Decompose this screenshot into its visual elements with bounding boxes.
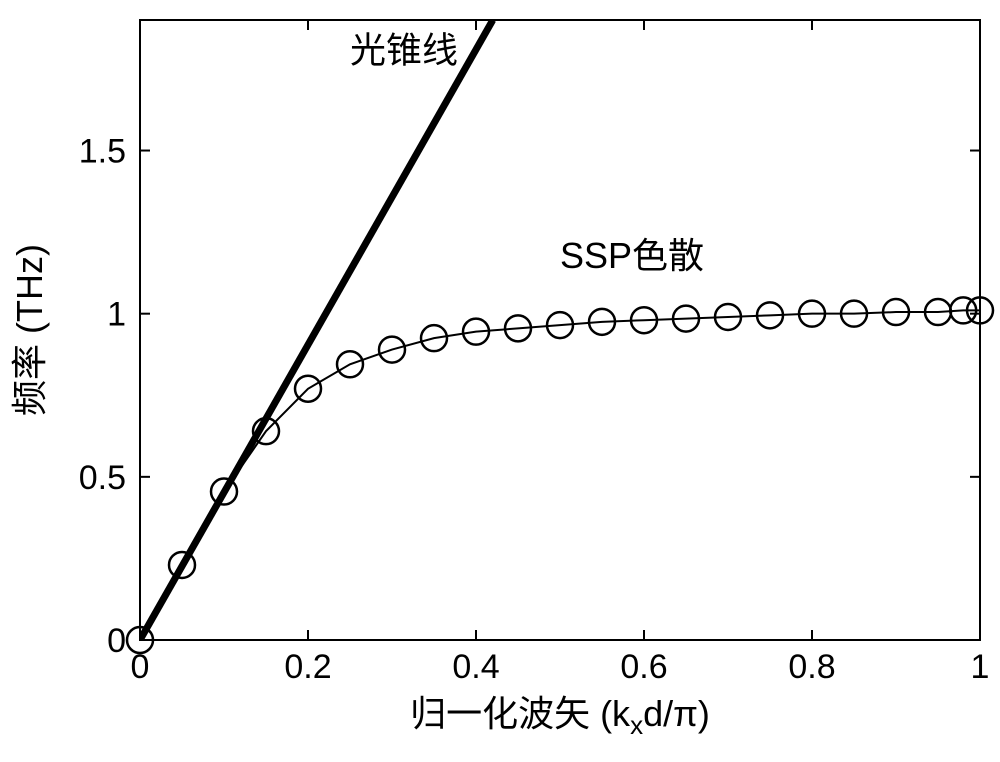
x-tick-label: 0.2 <box>284 648 331 686</box>
x-tick-label: 0.4 <box>452 648 499 686</box>
y-tick-label: 0 <box>107 622 126 660</box>
x-tick-label: 1 <box>971 648 990 686</box>
chart-svg: 00.20.40.60.8100.511.5光锥线SSP色散归一化波矢 (kxd… <box>0 0 1000 762</box>
x-tick-label: 0.6 <box>620 648 667 686</box>
light-cone-label: 光锥线 <box>350 29 458 70</box>
x-axis-label: 归一化波矢 (kxd/π) <box>410 693 710 740</box>
dispersion-chart: 00.20.40.60.8100.511.5光锥线SSP色散归一化波矢 (kxd… <box>0 0 1000 762</box>
y-tick-label: 1 <box>107 296 126 334</box>
x-tick-label: 0.8 <box>788 648 835 686</box>
ssp-label: SSP色散 <box>560 235 704 276</box>
y-tick-label: 0.5 <box>79 459 126 497</box>
y-axis-label: 频率 (THz) <box>9 244 50 416</box>
ssp-curve <box>140 310 980 640</box>
y-tick-label: 1.5 <box>79 133 126 171</box>
